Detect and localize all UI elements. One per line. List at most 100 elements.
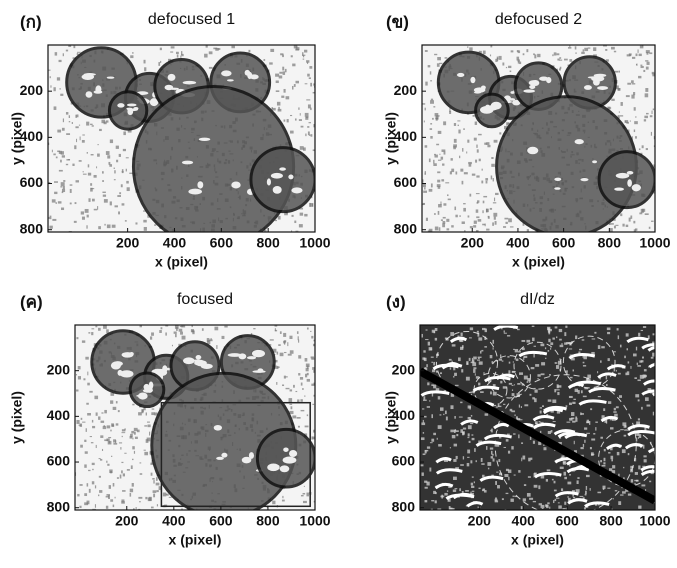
speckle [453,146,456,149]
x-tick-label: 600 [210,235,234,251]
speckle [653,412,654,416]
speckle [305,113,309,117]
speckle [444,152,446,155]
speckle [610,223,614,225]
cell-spot [183,357,195,364]
cell-spot [188,189,202,195]
speckle [626,333,629,336]
speckle [476,216,479,218]
speckle [430,128,432,130]
speckle [88,332,90,333]
speckle [433,106,435,107]
speckle [478,358,480,359]
speckle [532,338,535,342]
panel-title: defocused 2 [495,11,582,28]
speckle [504,474,508,477]
speckle [518,61,519,64]
speckle [467,450,470,454]
speckle [549,374,551,376]
speckle [53,154,55,156]
speckle [298,426,300,428]
cell-spot [162,365,167,372]
speckle [586,486,587,490]
speckle [149,497,152,501]
speckle [441,219,443,220]
speckle [474,221,477,224]
speckle [123,473,125,476]
speckle [113,407,117,410]
speckle [573,497,575,498]
speckle [585,494,587,496]
speckle [66,133,70,135]
y-tick-label: 600 [392,453,416,469]
speckle [459,417,463,418]
speckle [278,216,281,220]
speckle [78,376,81,379]
speckle [606,376,607,379]
speckle [485,178,488,180]
speckle [305,134,306,137]
speckle [488,216,490,217]
speckle [427,446,430,448]
cell-spot [470,77,475,83]
speckle [568,47,571,49]
speckle [299,119,302,121]
speckle [472,476,474,477]
speckle [441,179,444,181]
speckle [135,222,137,224]
speckle [113,483,115,487]
speckle [153,490,157,493]
x-tick-label: 400 [512,513,536,529]
speckle [132,52,133,54]
speckle [95,326,97,328]
speckle [132,404,134,406]
speckle [546,479,548,482]
speckle [156,483,160,486]
speckle [439,227,441,231]
speckle [569,396,573,398]
speckle [503,386,507,388]
speckle [641,209,644,213]
speckle [307,126,309,128]
speckle [286,96,290,99]
speckle [498,459,500,462]
speckle [486,446,487,450]
speckle [306,60,309,63]
x-axis-label: x (pixel) [169,532,222,548]
speckle [617,452,620,455]
speckle [575,416,577,418]
speckle [442,223,445,227]
speckle [521,340,525,342]
speckle [493,178,494,181]
speckle [443,414,444,415]
speckle [159,330,162,333]
speckle [474,448,476,452]
speckle [482,224,485,226]
speckle [611,459,613,461]
speckle [102,171,104,173]
speckle [439,154,440,155]
speckle [312,404,314,405]
speckle [79,484,82,486]
speckle [562,508,565,509]
speckle [480,391,484,393]
x-tick-label: 800 [256,235,280,251]
speckle [431,99,433,101]
speckle [488,468,489,470]
speckle [483,201,485,204]
speckle [509,383,512,385]
speckle [122,490,125,492]
speckle [493,202,496,203]
speckle [304,50,307,53]
cell-spot [614,188,624,191]
speckle [511,446,513,449]
speckle [483,196,487,197]
speckle [430,71,431,74]
speckle [283,333,286,337]
speckle [70,203,72,205]
speckle [425,50,428,52]
speckle [454,207,456,211]
speckle [158,62,160,66]
speckle [598,345,600,349]
speckle [119,442,122,443]
